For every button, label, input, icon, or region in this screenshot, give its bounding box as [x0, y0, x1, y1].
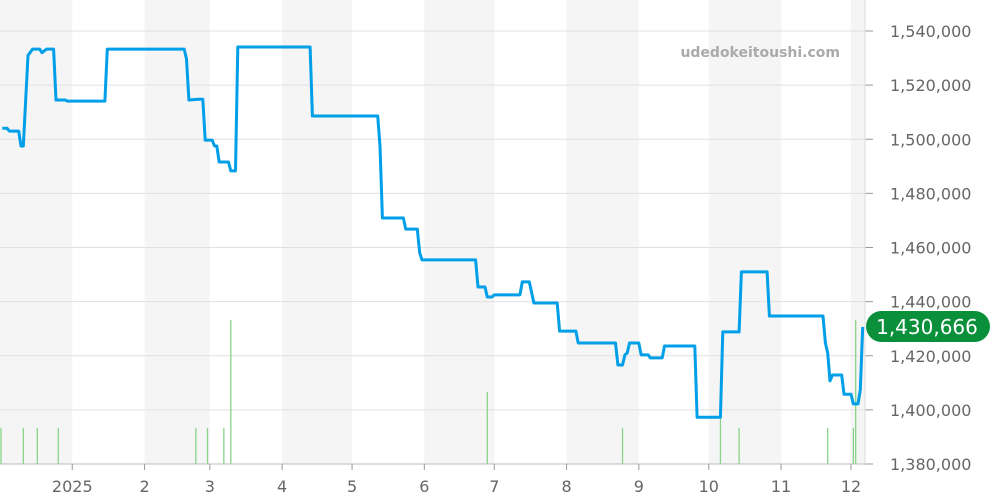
- price-line: [2, 45, 865, 419]
- month-band: [566, 0, 639, 464]
- x-tick-label: 2: [139, 477, 149, 496]
- month-band: [144, 0, 210, 464]
- x-tick-label: 2025: [52, 477, 93, 496]
- x-tick-label: 5: [347, 477, 357, 496]
- y-tick-label: 1,540,000: [890, 22, 971, 41]
- x-tick-label: 11: [771, 477, 791, 496]
- y-tick-label: 1,480,000: [890, 184, 971, 203]
- y-tick-label: 1,460,000: [890, 239, 971, 258]
- y-tick-label: 1,520,000: [890, 76, 971, 95]
- current-price-badge: 1,430,666: [866, 311, 990, 342]
- x-tick-label: 3: [205, 477, 215, 496]
- watermark: udedokeitoushi.com: [680, 45, 840, 61]
- y-tick-label: 1,500,000: [890, 130, 971, 149]
- y-tick-label: 1,420,000: [890, 347, 971, 366]
- month-band: [851, 0, 865, 464]
- month-band: [0, 0, 73, 464]
- x-tick-label: 12: [841, 477, 861, 496]
- x-tick-label: 9: [634, 477, 644, 496]
- current-price-value: 1,430,666: [876, 315, 978, 339]
- month-band: [282, 0, 353, 464]
- month-bands: [0, 0, 865, 464]
- x-tick-label: 6: [419, 477, 429, 496]
- x-tick-label: 4: [277, 477, 287, 496]
- x-axis: 2025 2 3 4 5 6 7 8 9 10 11 12: [0, 463, 865, 496]
- x-tick-label: 8: [561, 477, 571, 496]
- y-tick-label: 1,380,000: [890, 455, 971, 474]
- y-axis: 1,380,000 1,400,000 1,420,000 1,440,000 1,46…: [864, 0, 971, 474]
- x-tick-label: 10: [699, 477, 719, 496]
- y-tick-label: 1,400,000: [890, 401, 971, 420]
- month-band: [424, 0, 495, 464]
- x-tick-label: 7: [489, 477, 499, 496]
- y-tick-label: 1,440,000: [890, 293, 971, 312]
